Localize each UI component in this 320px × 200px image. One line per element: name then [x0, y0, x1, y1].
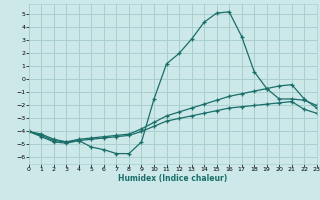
X-axis label: Humidex (Indice chaleur): Humidex (Indice chaleur) — [118, 174, 228, 183]
